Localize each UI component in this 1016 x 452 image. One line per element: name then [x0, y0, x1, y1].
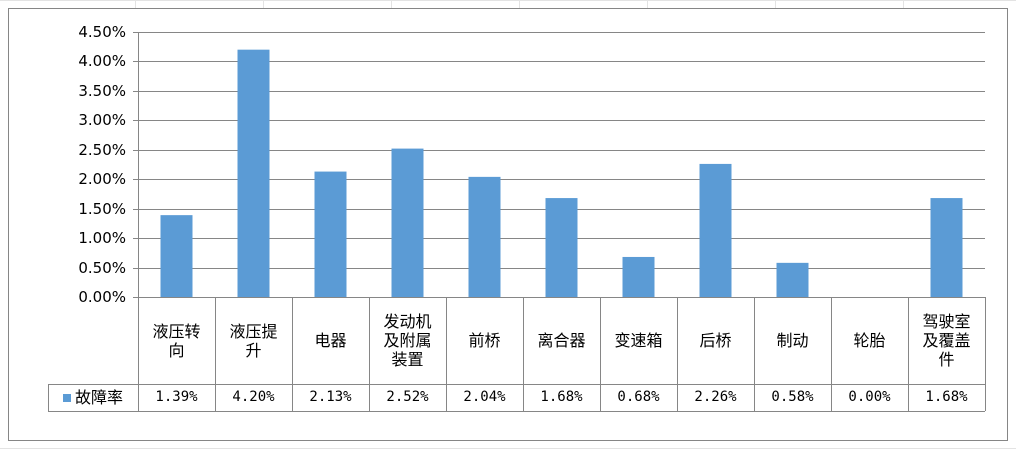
- category-label: 前桥: [446, 297, 523, 384]
- data-table-value: 0.00%: [831, 384, 908, 411]
- category-label: 后桥: [677, 297, 754, 384]
- category-label: 电器: [292, 297, 369, 384]
- bar: [930, 198, 963, 297]
- category-label: 轮胎: [831, 297, 908, 384]
- category-label: 变速箱: [600, 297, 677, 384]
- y-tick-label: 4.50%: [78, 23, 126, 41]
- data-table-value-text: 2.52%: [386, 389, 429, 405]
- data-table-value: 0.58%: [754, 384, 831, 411]
- y-tick-label: 0.50%: [78, 259, 126, 277]
- category-label-text: 制动: [776, 331, 809, 350]
- category-label-text: 后桥: [699, 331, 732, 350]
- category-label: 液压提升: [215, 297, 292, 384]
- category-label: 离合器: [523, 297, 600, 384]
- y-tick-label: 4.00%: [78, 52, 126, 70]
- data-table-value: 1.68%: [908, 384, 985, 411]
- y-tick-label: 3.00%: [78, 111, 126, 129]
- category-label: 驾驶室及覆盖件: [908, 297, 985, 384]
- data-table-value-text: 2.26%: [694, 389, 737, 405]
- data-table-value-text: 1.68%: [925, 389, 968, 405]
- data-table-value-text: 1.39%: [155, 389, 198, 405]
- data-table-value-text: 2.04%: [463, 389, 506, 405]
- data-table-value: 4.20%: [215, 384, 292, 411]
- category-label-text: 驾驶室及覆盖件: [922, 312, 971, 369]
- category-label-text: 电器: [314, 331, 347, 350]
- bar: [314, 171, 347, 297]
- data-table-value-text: 0.00%: [848, 389, 891, 405]
- data-table-value: 2.04%: [446, 384, 523, 411]
- category-label-text: 轮胎: [853, 331, 886, 350]
- bar: [468, 176, 501, 297]
- category-label-text: 发动机及附属装置: [383, 312, 432, 369]
- legend-key: [62, 393, 71, 402]
- data-table-value: 2.26%: [677, 384, 754, 411]
- data-table-value: 1.68%: [523, 384, 600, 411]
- data-table-value-text: 0.58%: [771, 389, 814, 405]
- data-table-value-text: 2.13%: [309, 389, 352, 405]
- bar: [160, 215, 193, 297]
- y-tick-label: 2.50%: [78, 141, 126, 159]
- bar: [699, 163, 732, 297]
- category-label-text: 变速箱: [614, 331, 663, 350]
- legend-entry-text: 故障率: [74, 388, 123, 407]
- category-label-text: 前桥: [468, 331, 501, 350]
- y-tick-label: 1.50%: [78, 200, 126, 218]
- legend-entry: 故障率: [48, 384, 138, 411]
- data-table-value-text: 1.68%: [540, 389, 583, 405]
- bar: [391, 148, 424, 297]
- category-label-text: 离合器: [537, 331, 586, 350]
- y-tick-label: 1.00%: [78, 229, 126, 247]
- bar: [545, 198, 578, 297]
- bar: [776, 262, 809, 297]
- data-table-value: 0.68%: [600, 384, 677, 411]
- category-label-text: 液压提升: [229, 321, 278, 360]
- y-tick-label: 0.00%: [78, 288, 126, 306]
- bar: [622, 256, 655, 297]
- category-label-text: 液压转向: [152, 321, 201, 360]
- category-label: 发动机及附属装置: [369, 297, 446, 384]
- data-table-value: 2.52%: [369, 384, 446, 411]
- data-table-value-text: 0.68%: [617, 389, 660, 405]
- category-label: 液压转向: [138, 297, 215, 384]
- data-table-value: 1.39%: [138, 384, 215, 411]
- category-label: 制动: [754, 297, 831, 384]
- y-tick-label: 2.00%: [78, 170, 126, 188]
- y-tick-label: 3.50%: [78, 82, 126, 100]
- data-table-value-text: 4.20%: [232, 389, 275, 405]
- data-table-value: 2.13%: [292, 384, 369, 411]
- bar: [237, 49, 270, 297]
